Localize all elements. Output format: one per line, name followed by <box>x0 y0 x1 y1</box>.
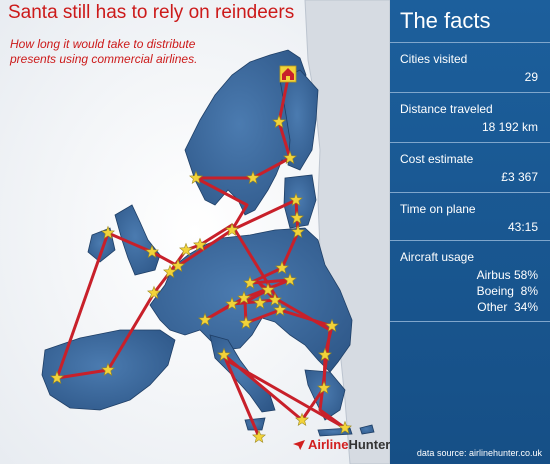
fact-label: Distance traveled <box>400 102 493 116</box>
star-icon <box>261 282 275 296</box>
fact-aircraft-usage: Aircraft usage Airbus 58% Boeing 8% Othe… <box>390 240 550 322</box>
star-icon <box>338 420 352 434</box>
star-icon <box>101 225 115 239</box>
fact-time-on-plane: Time on plane 43:15 <box>390 192 550 243</box>
star-icon <box>289 192 303 206</box>
fact-label: Cost estimate <box>400 152 474 166</box>
star-icon <box>275 260 289 274</box>
fact-label: Cities visited <box>400 52 468 66</box>
star-icon <box>290 210 304 224</box>
star-icon <box>318 347 332 361</box>
star-icon <box>163 264 177 278</box>
fact-value: 18 192 km <box>481 120 538 134</box>
airlinehunter-logo: AirlineHunter <box>293 437 390 452</box>
data-source: data source: airlinehunter.co.uk <box>416 448 542 458</box>
land-finland <box>279 69 319 171</box>
land-uk <box>114 204 161 276</box>
star-icon <box>325 318 339 332</box>
usage-other: Other 34% <box>477 300 538 314</box>
fact-label: Aircraft usage <box>400 250 475 264</box>
star-icon <box>217 347 231 361</box>
usage-airbus: Airbus 58% <box>476 268 538 282</box>
page-subtitle: How long it would take to distribute pre… <box>10 37 270 67</box>
fact-cities-visited: Cities visited 29 <box>390 42 550 93</box>
star-icon <box>179 242 193 256</box>
star-icon <box>243 275 257 289</box>
fact-value: £3 367 <box>501 170 538 184</box>
fact-distance-traveled: Distance traveled 18 192 km <box>390 92 550 143</box>
land-greece <box>304 369 346 421</box>
star-icon <box>239 315 253 329</box>
star-icon <box>283 272 297 286</box>
star-icon <box>189 170 203 184</box>
star-icon <box>193 237 207 251</box>
fact-label: Time on plane <box>400 202 476 216</box>
star-icon <box>272 114 286 128</box>
star-icon <box>291 224 305 238</box>
europe-route-map <box>0 0 390 464</box>
facts-panel: The facts Cities visited 29 Distance tra… <box>390 0 550 464</box>
star-icon <box>198 312 212 326</box>
star-icon <box>147 285 161 299</box>
star-icon <box>171 258 185 272</box>
star-icon <box>50 370 64 384</box>
land-cyprus <box>359 424 375 435</box>
star-icon <box>145 244 159 258</box>
fact-value: 29 <box>524 70 538 84</box>
star-icon <box>317 380 331 394</box>
subtitle-line-2: presents using commercial airlines. <box>10 52 198 66</box>
facts-title: The facts <box>400 8 491 33</box>
subtitle-line-1: How long it would take to distribute <box>10 37 196 51</box>
usage-boeing: Boeing 8% <box>476 284 538 298</box>
star-icon <box>225 296 239 310</box>
star-icon <box>237 290 251 304</box>
house-icon <box>279 65 297 83</box>
star-icon <box>101 362 115 376</box>
fact-value: 43:15 <box>507 220 538 234</box>
star-icon <box>268 292 282 306</box>
star-icon <box>295 412 309 426</box>
city-stars <box>50 114 352 443</box>
star-icon <box>283 150 297 164</box>
star-icon <box>246 170 260 184</box>
plane-icon <box>293 440 305 450</box>
star-icon <box>225 222 239 236</box>
star-icon <box>273 302 287 316</box>
star-icon <box>252 429 266 443</box>
star-icon <box>253 295 267 309</box>
fact-cost-estimate: Cost estimate £3 367 <box>390 142 550 193</box>
page-title: Santa still has to rely on reindeers <box>8 2 295 23</box>
